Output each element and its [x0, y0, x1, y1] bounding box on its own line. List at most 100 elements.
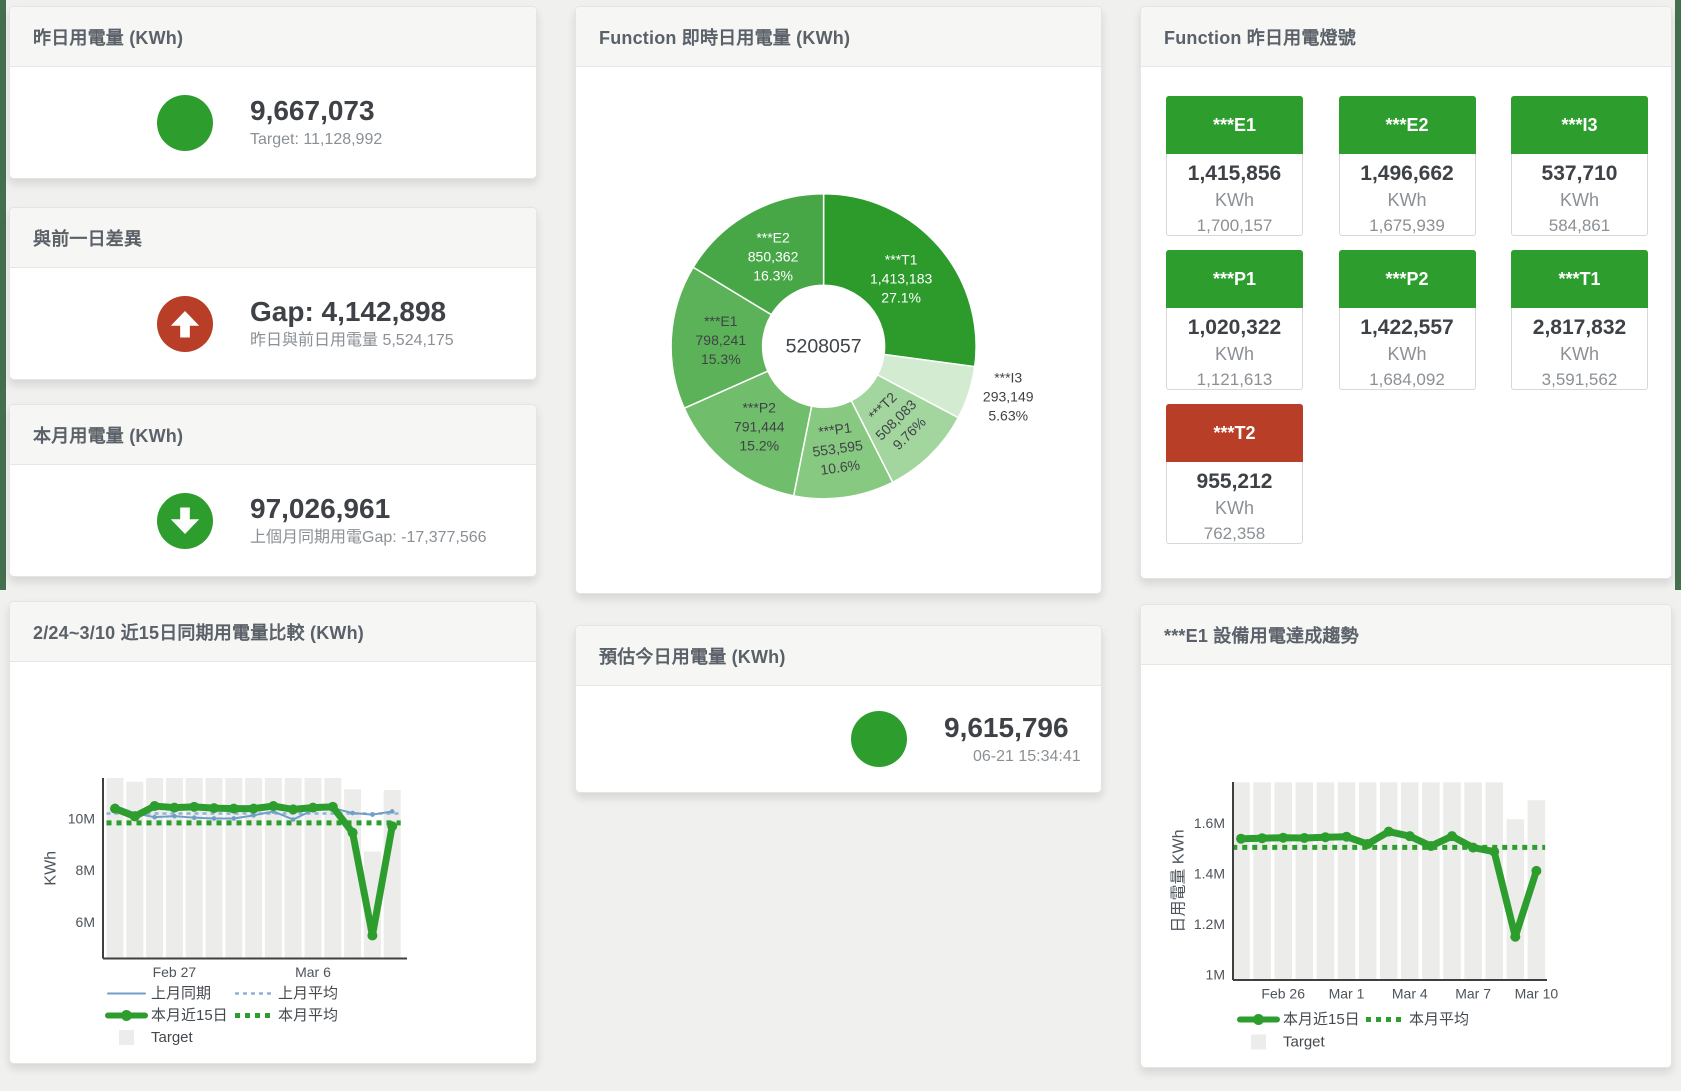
legend-item-Target[interactable]: Target [1251, 1034, 1326, 1051]
card-realtime-donut: Function 即時日用電量 (KWh) ***T1 1,413,183 27.1… [575, 6, 1102, 594]
yesterday-usage-target: Target: 11,128,992 [250, 131, 383, 148]
legend-item-本月近15日[interactable]: 本月近15日 [1237, 1011, 1360, 1028]
series-marker [251, 813, 256, 818]
series-marker [1299, 832, 1310, 843]
tile-unit: KWh [1559, 344, 1599, 364]
tile-label: ***E1 [1166, 96, 1303, 154]
y-tick-label: 1.6M [1194, 815, 1225, 831]
pie-slice-P2 [683, 370, 813, 497]
card-e1-trend-body: 1M 1.2M 1.4M 1.6M Feb 26 Mar 1 Mar 4 Mar 7 Mar 1… [1141, 665, 1671, 1067]
legend-item-本月平均[interactable]: 本月平均 [1366, 1011, 1469, 1028]
arrow-down-icon [157, 492, 213, 549]
tile-label: ***T1 [1511, 250, 1648, 308]
target-bar [1295, 782, 1314, 980]
pie-inside-label-T1: ***T1 1,413,183 27.1% [870, 252, 932, 306]
card-yesterday-usage: 昨日用電量 (KWh) 9,667,073 Target: 11,128,992 [9, 6, 537, 179]
svg-text:***T1: ***T1 [885, 252, 918, 268]
target-bar [1506, 819, 1525, 980]
tile-label: ***P2 [1338, 250, 1476, 308]
target-bar [1422, 782, 1440, 980]
svg-text:798,241: 798,241 [696, 332, 747, 348]
y-axis-title: KWh [43, 851, 60, 886]
card-e1-trend-title: ***E1 設備用電達成趨勢 [1164, 625, 1359, 646]
light-tile-P1: ***P1 1,020,322 KWh 1,121,613 [1166, 250, 1303, 390]
series-marker [290, 817, 296, 822]
tile-label: ***P1 [1166, 250, 1303, 308]
target-bar [1485, 782, 1503, 980]
card-yesterday-usage-title: 昨日用電量 (KWh) [33, 27, 184, 48]
arrow-up-icon [157, 295, 213, 352]
card-forecast-today-body: 9,615,796 06-21 15:34:41 [576, 686, 1101, 792]
series-marker [191, 815, 197, 820]
svg-text:850,362: 850,362 [748, 249, 799, 265]
card-forecast-today-header: 預估今日用電量 (KWh) [576, 626, 1101, 686]
series-marker [308, 802, 318, 813]
tile-unit: KWh [1214, 344, 1254, 364]
right-edge-strip [1675, 0, 1681, 590]
tile-target: 584,861 [1548, 216, 1611, 235]
series-marker [209, 803, 219, 814]
tile-value: 2,817,832 [1532, 316, 1627, 339]
series-marker [389, 809, 395, 814]
svg-text:Target: Target [151, 1029, 194, 1046]
pie-inside-label-E2: ***E2 850,362 16.3% [748, 230, 799, 284]
light-tile-T2: ***T2 955,212 KWh 762,358 [1166, 404, 1303, 544]
card-gap-prev-day-body: Gap: 4,142,898 昨日與前日用電量 5,524,175 [10, 268, 536, 379]
series-marker [1257, 833, 1268, 844]
gap-prev-day-subtitle: 昨日與前日用電量 5,524,175 [250, 332, 454, 349]
target-bar [1464, 782, 1482, 980]
series-marker [370, 812, 375, 817]
card-month-usage: 本月用電量 (KWh) 97,026,961 上個月同期用電Gap: -17,3… [9, 404, 537, 577]
x-tick-label: Mar 4 [1392, 986, 1428, 1002]
pie-slice-E2 [692, 193, 825, 316]
series-marker [1447, 831, 1457, 842]
tile-target: 1,675,939 [1369, 216, 1445, 235]
x-tick-label: Feb 27 [153, 964, 197, 980]
light-tile-E1: ***E1 1,415,856 KWh 1,700,157 [1166, 96, 1303, 236]
legend-item-本月近15日[interactable]: 本月近15日 [105, 1007, 228, 1024]
y-axis-title: 日用電量 KWh [1171, 829, 1188, 932]
svg-text:Target: Target [1283, 1034, 1326, 1051]
svg-text:本月平均: 本月平均 [1409, 1011, 1469, 1028]
tile-unit: KWh [1387, 344, 1427, 364]
legend-item-本月平均[interactable]: 本月平均 [235, 1007, 338, 1024]
donut-center-total: 5208057 [786, 335, 862, 357]
svg-text:1,413,183: 1,413,183 [870, 271, 932, 287]
svg-text:10.6%: 10.6% [819, 457, 861, 478]
svg-text:上月平均: 上月平均 [278, 985, 338, 1002]
svg-text:上月同期: 上月同期 [151, 985, 211, 1002]
series-marker [288, 804, 299, 815]
light-tile-I3: ***I3 537,710 KWh 584,861 [1511, 96, 1648, 236]
target-bar [1358, 782, 1377, 980]
tile-label: ***T2 [1166, 404, 1303, 462]
green-circle-icon [157, 94, 213, 151]
card-compare15-title: 2/24~3/10 近15日同期用電量比較 (KWh) [33, 622, 364, 643]
series-marker [1404, 831, 1415, 842]
tile-value: 1,422,557 [1360, 316, 1454, 339]
tile-label: ***I3 [1511, 96, 1648, 154]
card-e1-trend-header: ***E1 設備用電達成趨勢 [1141, 605, 1671, 665]
legend-item-上月同期[interactable]: 上月同期 [107, 985, 211, 1002]
series-marker [1383, 826, 1394, 837]
legend-item-上月平均[interactable]: 上月平均 [235, 985, 338, 1002]
card-compare15-chart: 2/24~3/10 近15日同期用電量比較 (KWh) 6M 8M 10M Feb 2… [9, 601, 537, 1064]
target-bar [1443, 782, 1461, 980]
legend-item-Target[interactable]: Target [119, 1029, 194, 1046]
series-marker [1236, 833, 1246, 844]
tile-target: 3,591,562 [1541, 370, 1618, 389]
gap-prev-day-value: Gap: 4,142,898 [250, 296, 447, 327]
green-circle-icon [851, 711, 907, 767]
tile-value: 1,496,662 [1360, 162, 1454, 185]
series-marker [1489, 846, 1500, 857]
card-lights-body: ***E1 1,415,856 KWh 1,700,157 ***E2 1,496,662… [1141, 67, 1671, 578]
card-realtime-donut-header: Function 即時日用電量 (KWh) [576, 7, 1101, 67]
yesterday-usage-value: 9,667,073 [250, 95, 375, 126]
series-marker [1425, 841, 1436, 852]
svg-text:本月近15日: 本月近15日 [151, 1007, 228, 1024]
card-gap-prev-day: 與前一日差異 Gap: 4,142,898 昨日與前日用電量 5,524,175 [9, 207, 537, 380]
series-marker [129, 811, 140, 822]
card-realtime-donut-body: ***T1 1,413,183 27.1% ***I3 293,149 5.63% ***T… [576, 67, 1101, 593]
card-yesterday-usage-body: 9,667,073 Target: 11,128,992 [10, 67, 536, 178]
svg-text:***P1: ***P1 [817, 419, 853, 439]
